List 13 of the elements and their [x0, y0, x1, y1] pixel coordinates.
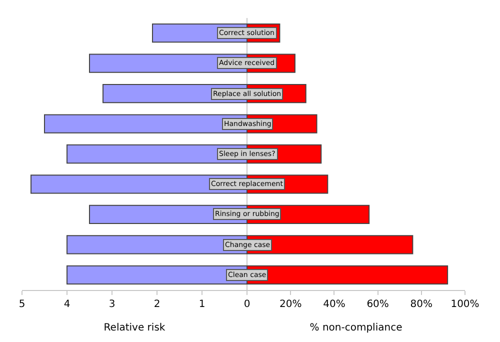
x-axis-title: % non-compliance [310, 322, 402, 334]
x-tick-label: 1 [198, 299, 206, 310]
x-tick-label: 5 [18, 299, 26, 310]
x-tick-label: 40% [323, 299, 346, 310]
x-tick-label: 2 [154, 299, 160, 310]
x-axis-title: Relative risk [104, 322, 166, 334]
x-tick-label: 4 [64, 299, 70, 310]
x-tick-label: 60% [366, 299, 389, 310]
x-tick-label: 3 [108, 299, 116, 310]
x-tick-label: 20% [279, 299, 302, 310]
x-tick-label: 100% [450, 299, 480, 310]
x-tick-label: 80% [410, 299, 433, 310]
x-tick-label: 0 [244, 299, 250, 310]
